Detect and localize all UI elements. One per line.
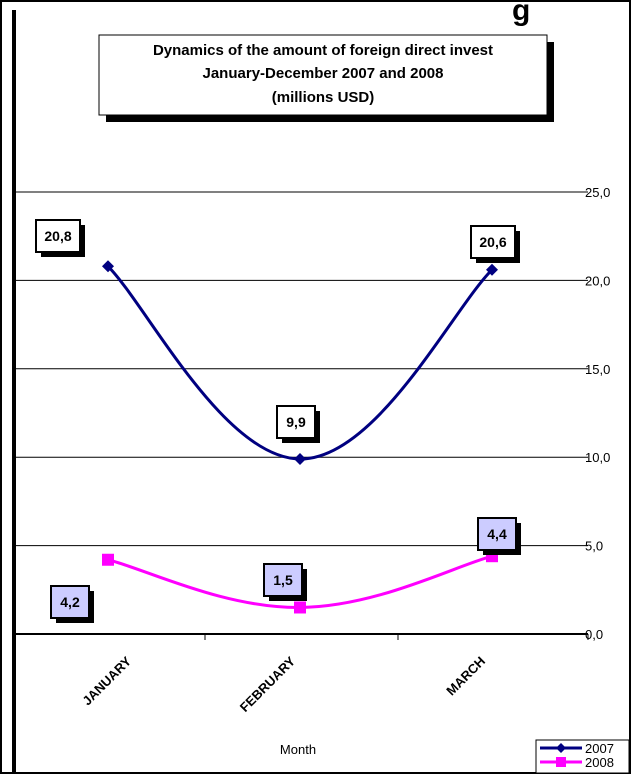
data-label-2008: 1,5 xyxy=(273,572,293,588)
data-label-2007: 9,9 xyxy=(286,414,306,430)
legend-marker-2007 xyxy=(556,743,566,753)
legend-marker-2008 xyxy=(556,757,566,767)
data-labels: 20,8 9,9 20,6 4,2 1,5 4,4 xyxy=(35,219,521,623)
y-tick-label: 15,0 xyxy=(585,362,610,377)
data-point-2007 xyxy=(294,452,306,465)
y-tick-label: 0,0 xyxy=(585,627,603,642)
series xyxy=(102,260,498,614)
data-point-2007 xyxy=(486,263,498,276)
data-label-2007: 20,8 xyxy=(44,228,71,244)
data-label-2008: 4,4 xyxy=(487,526,507,542)
y-tick-label: 25,0 xyxy=(585,185,610,200)
y-tick-label: 20,0 xyxy=(585,273,610,288)
data-label-box xyxy=(263,563,303,597)
data-point-2007 xyxy=(102,260,114,273)
top-partial-text: g xyxy=(512,0,530,27)
legend-box xyxy=(535,739,630,774)
y-tick-label: 10,0 xyxy=(585,450,610,465)
legend-label-2007: 2007 xyxy=(585,741,614,756)
title-box xyxy=(98,34,548,116)
data-point-2008 xyxy=(102,553,114,566)
data-point-2008 xyxy=(294,601,306,614)
chart-title-line: (millions USD) xyxy=(272,89,375,106)
y-axis-ticks: 0,0 5,0 10,0 15,0 20,0 25,0 xyxy=(585,185,610,642)
data-label-box xyxy=(35,219,81,253)
data-label-box xyxy=(50,585,90,619)
y-tick-label: 5,0 xyxy=(585,539,603,554)
chart-title-line: January-December 2007 and 2008 xyxy=(203,65,444,82)
data-label-box xyxy=(276,405,316,439)
x-axis-label: Month xyxy=(280,742,316,757)
chart-title-line: Dynamics of the amount of foreign direct… xyxy=(153,42,493,59)
legend-label-2008: 2008 xyxy=(585,755,614,770)
data-label-box xyxy=(477,517,517,551)
chart-title: Dynamics of the amount of foreign direct… xyxy=(153,42,493,106)
data-label-2007: 20,6 xyxy=(479,234,506,250)
data-label-2008: 4,2 xyxy=(60,594,80,610)
data-label-box xyxy=(470,225,516,259)
